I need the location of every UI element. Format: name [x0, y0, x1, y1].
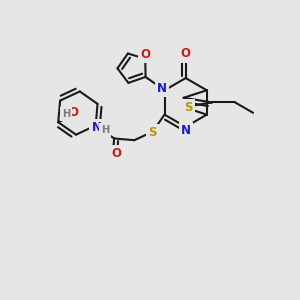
Text: S: S — [184, 101, 193, 114]
Text: H: H — [101, 125, 109, 135]
Text: O: O — [111, 147, 121, 160]
Text: O: O — [69, 106, 79, 119]
Text: O: O — [140, 48, 150, 61]
Text: O: O — [181, 47, 191, 61]
Text: N: N — [181, 124, 191, 137]
Text: N: N — [157, 82, 167, 95]
Text: S: S — [148, 126, 157, 139]
Text: H: H — [62, 109, 70, 119]
Text: N: N — [92, 121, 101, 134]
